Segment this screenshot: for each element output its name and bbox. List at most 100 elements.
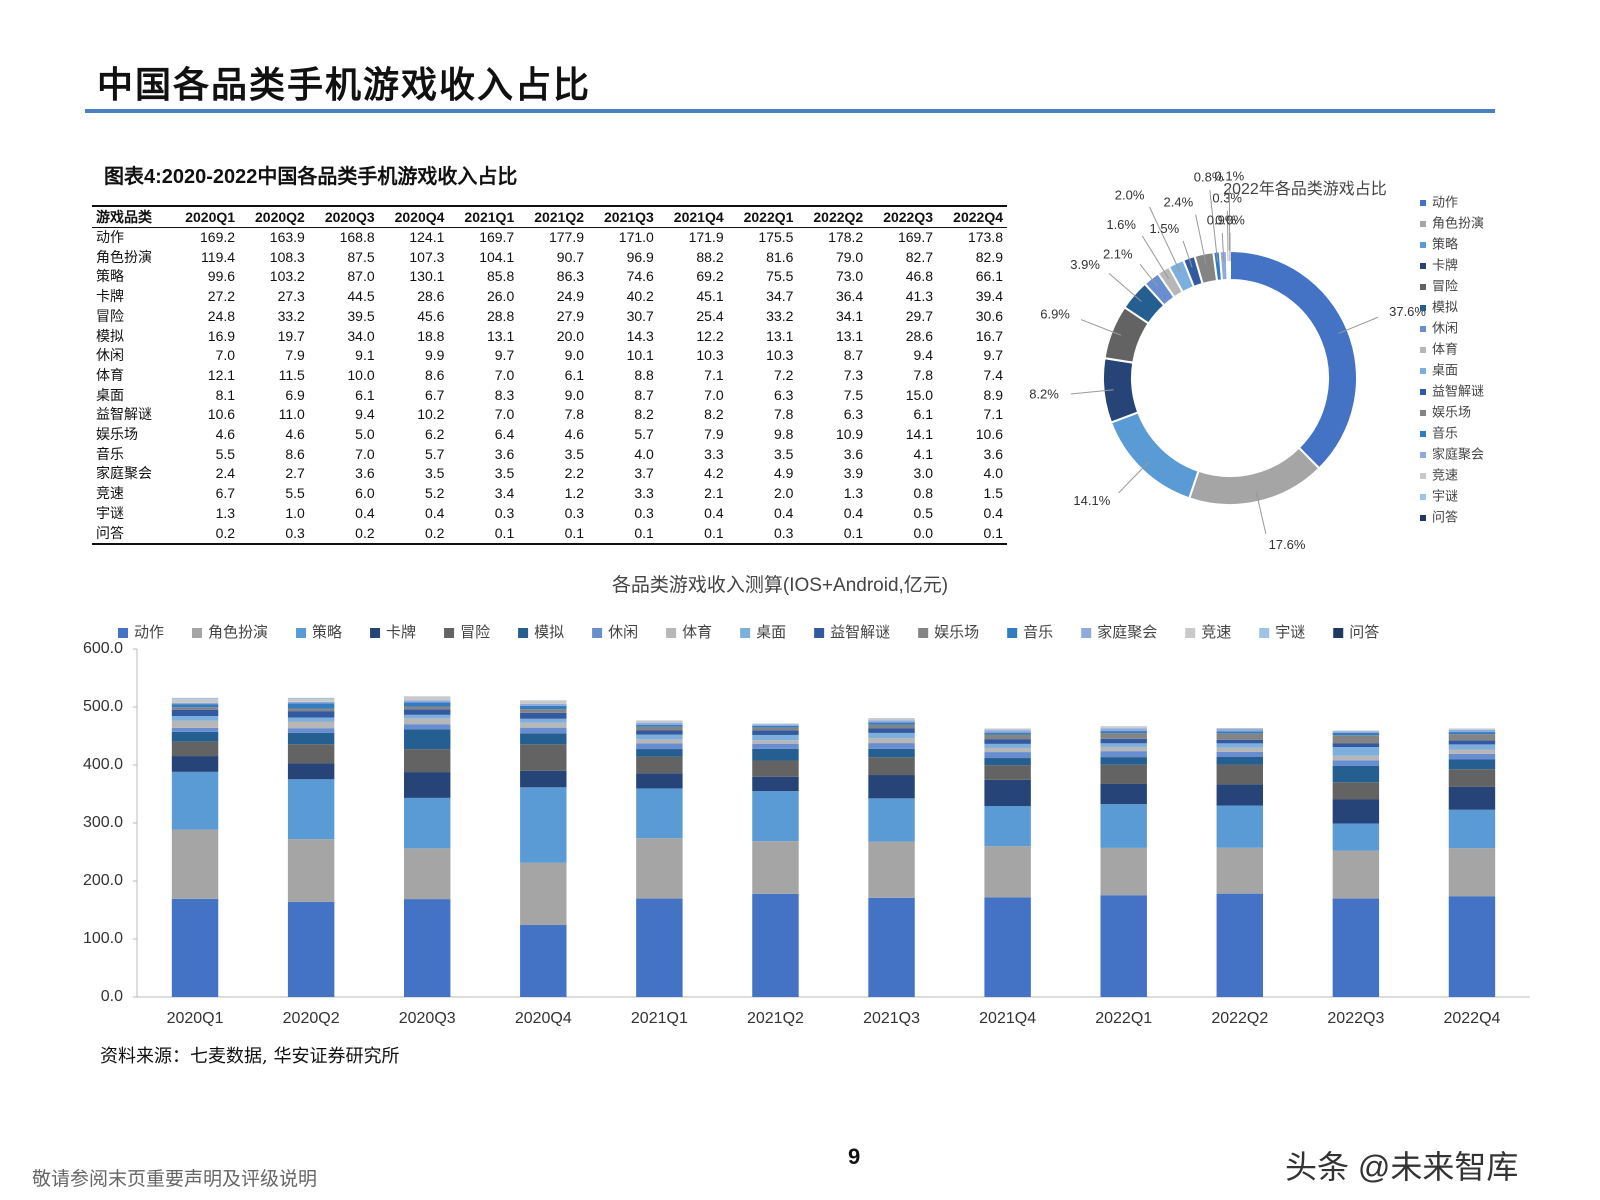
bar-segment <box>1448 753 1496 760</box>
bar-segment <box>1100 751 1147 758</box>
column-header: 2022Q4 <box>937 205 1007 228</box>
bar-segment <box>287 711 335 718</box>
row-header: 策略 <box>96 268 124 285</box>
bar-segment <box>1216 739 1264 744</box>
bar-segment <box>752 727 799 731</box>
legend-marker <box>444 628 455 638</box>
table-cell: 0.3 <box>494 504 515 521</box>
table-cell: 3.6 <box>983 445 1003 462</box>
bar-segment <box>1100 847 1147 896</box>
legend-label: 策略 <box>312 624 342 641</box>
table-cell: 10.6 <box>207 406 236 423</box>
legend-label: 竞速 <box>1201 623 1231 641</box>
bar-segment <box>984 739 1031 744</box>
table-cell: 79.0 <box>835 248 864 265</box>
bar-segment <box>1448 744 1496 750</box>
table-cell: 10.1 <box>626 347 654 364</box>
bar-segment <box>868 724 915 729</box>
legend-marker <box>1081 628 1092 638</box>
bar-segment <box>868 757 915 776</box>
bar-segment <box>1448 786 1496 810</box>
table-cell: 16.9 <box>207 327 236 344</box>
bar-segment <box>171 720 219 728</box>
table-cell: 18.8 <box>417 327 445 344</box>
table-cell: 0.8 <box>913 485 934 502</box>
data-label: 0.0% <box>1215 212 1245 227</box>
table-cell: 0.1 <box>657 523 728 546</box>
y-tick-label: 0.0 <box>101 988 123 1005</box>
leader-line <box>1080 319 1122 336</box>
table-cell: 6.4 <box>494 426 515 443</box>
page-number: 9 <box>848 1144 861 1169</box>
table-cell: 7.9 <box>285 347 305 364</box>
bar-segment <box>868 798 915 842</box>
bar-segment <box>1216 784 1264 806</box>
bar-segment <box>520 712 567 719</box>
legend-marker <box>1420 221 1426 227</box>
bar-segment <box>171 756 219 772</box>
table-cell: 1.5 <box>983 485 1003 502</box>
x-tick-label: 2020Q1 <box>167 1010 224 1027</box>
table-cell: 7.0 <box>704 386 724 403</box>
bar-segment <box>868 743 915 749</box>
table-cell: 29.7 <box>905 307 934 324</box>
table-cell: 1.0 <box>285 504 305 521</box>
table-cell: 6.3 <box>773 386 794 403</box>
table-row: 音乐 5.5 8.6 7.0 5.7 3.6 3.5 4.0 3.3 3.5 3.6 4.1 3.6 <box>92 445 1007 465</box>
y-tick-label: 500.0 <box>83 698 123 715</box>
bar-segment <box>984 765 1031 780</box>
table-cell: 81.6 <box>766 248 794 265</box>
page-title: 中国各品类手机游戏收入占比 <box>97 64 592 106</box>
table-row: 竞速 6.7 5.5 6.0 5.2 3.4 1.2 3.3 2.1 2.0 1.3 0.8 1.5 <box>92 484 1007 504</box>
table-cell: 175.5 <box>758 229 794 245</box>
legend-marker <box>518 628 529 638</box>
bar-segment <box>636 749 683 757</box>
table-cell: 119.4 <box>201 248 236 265</box>
donut-slice <box>1109 411 1200 500</box>
bar-segment <box>1332 747 1380 756</box>
bar-segment <box>403 772 451 798</box>
legend-marker <box>1420 326 1426 332</box>
bar-segment <box>1332 765 1380 783</box>
table-cell: 66.1 <box>975 268 1003 285</box>
bar-segment <box>287 717 335 722</box>
table-cell: 171.0 <box>618 229 654 245</box>
bar-segment <box>171 731 219 742</box>
y-tick-label: 200.0 <box>83 872 123 889</box>
bar-segment <box>752 791 799 842</box>
table-cell: 85.8 <box>486 268 515 285</box>
bar-segment <box>403 706 451 710</box>
legend-marker <box>118 628 128 638</box>
table-row: 动作 169.2 163.9 168.8 124.1 169.7 177.9 171.0 171… <box>92 228 1007 248</box>
table-cell: 3.5 <box>494 465 515 482</box>
bar-segment <box>752 841 799 894</box>
bar-segment <box>1216 729 1264 732</box>
column-header: 2020Q3 <box>308 205 379 228</box>
x-tick-label: 2020Q2 <box>283 1010 340 1027</box>
table-cell: 8.7 <box>634 386 654 403</box>
table-cell: 39.5 <box>347 307 375 324</box>
bar-segment <box>171 829 219 899</box>
chart-title: 2022年各品类游戏占比 <box>1223 180 1387 198</box>
table-cell: 8.9 <box>983 386 1003 403</box>
legend-marker <box>1420 347 1426 353</box>
watermark: 头条 @未来智库 <box>1285 1149 1519 1185</box>
table-cell: 73.0 <box>835 268 864 285</box>
table-cell: 13.1 <box>486 327 515 344</box>
x-tick-label: 2021Q4 <box>979 1010 1036 1027</box>
table-row: 体育 12.1 11.5 10.0 8.6 7.0 6.1 8.8 7.1 7.2 7.3 7.8 7.… <box>92 366 1007 386</box>
row-header: 冒险 <box>96 307 124 324</box>
table-cell: 3.4 <box>494 485 515 502</box>
table-cell: 34.0 <box>347 327 375 344</box>
bar-segment <box>520 925 567 997</box>
bar-segment <box>868 720 915 723</box>
bar-segment <box>752 760 799 777</box>
bar-segment <box>1216 893 1264 997</box>
x-tick-label: 2020Q3 <box>399 1010 456 1027</box>
table-cell: 9.1 <box>355 347 375 364</box>
data-label: 0.8% <box>1194 170 1224 185</box>
bar-segment <box>403 718 451 725</box>
table-cell: 3.5 <box>424 465 445 482</box>
title-rule <box>85 109 1495 113</box>
